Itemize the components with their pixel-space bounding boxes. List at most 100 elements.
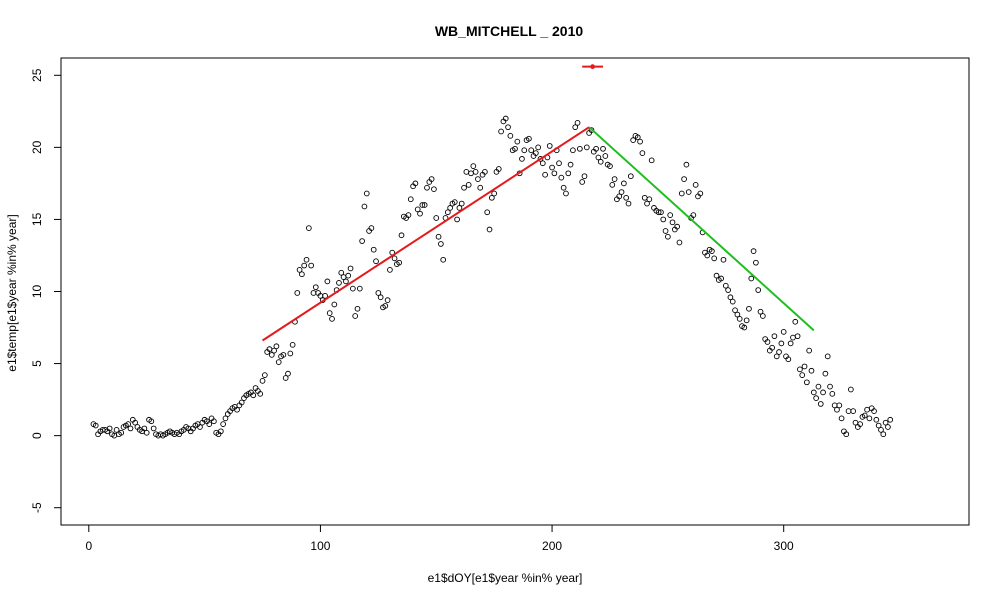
data-point xyxy=(498,128,504,135)
data-point xyxy=(776,349,782,355)
data-point xyxy=(127,425,134,432)
data-point xyxy=(736,316,743,322)
data-point xyxy=(519,156,525,162)
data-point xyxy=(755,287,762,293)
data-point xyxy=(259,378,266,384)
data-point xyxy=(667,212,674,218)
data-point xyxy=(532,150,539,156)
data-point xyxy=(801,363,808,370)
data-point xyxy=(711,255,718,262)
data-point xyxy=(546,143,553,149)
data-point xyxy=(301,262,308,269)
data-point xyxy=(866,415,873,422)
data-point xyxy=(431,186,437,193)
data-point xyxy=(732,307,738,314)
data-point xyxy=(792,318,799,325)
data-point xyxy=(329,316,335,322)
data-point xyxy=(486,226,493,233)
data-point xyxy=(630,137,636,144)
data-point xyxy=(273,343,280,350)
data-point xyxy=(692,181,699,188)
y-tick-label: 25 xyxy=(30,68,44,82)
x-axis-label: e1$dOY[e1$year %in% year] xyxy=(428,571,583,585)
data-point xyxy=(495,166,502,172)
data-points xyxy=(90,115,894,439)
data-point xyxy=(384,297,391,303)
data-point xyxy=(539,160,546,167)
data-point xyxy=(722,282,729,289)
data-point xyxy=(639,150,646,156)
data-point xyxy=(132,419,138,426)
data-point xyxy=(352,313,359,319)
y-tick-label: 5 xyxy=(30,360,44,367)
data-point xyxy=(771,333,778,340)
data-point xyxy=(359,238,365,244)
data-point xyxy=(875,422,882,429)
y-axis-label: e1$temp[e1$year %in% year] xyxy=(5,214,19,371)
data-point xyxy=(285,370,291,377)
data-point xyxy=(887,416,894,423)
data-point xyxy=(468,170,474,177)
data-point xyxy=(526,135,532,142)
data-point xyxy=(882,419,889,426)
data-point xyxy=(289,341,296,348)
data-point xyxy=(275,359,282,365)
data-point xyxy=(843,431,850,438)
data-point xyxy=(646,196,653,203)
data-point xyxy=(375,290,382,296)
data-point xyxy=(574,120,581,126)
data-point xyxy=(217,428,224,435)
data-point xyxy=(396,259,403,266)
fit-lines xyxy=(261,126,815,342)
data-point xyxy=(563,190,569,197)
data-point xyxy=(347,265,354,272)
data-point xyxy=(398,232,405,239)
data-point xyxy=(454,216,460,223)
data-point xyxy=(627,173,634,180)
data-point xyxy=(331,301,338,308)
data-point xyxy=(458,200,465,207)
fit-line-falling xyxy=(588,126,815,332)
data-point xyxy=(848,386,854,393)
data-point xyxy=(817,401,824,407)
y-tick-label: -5 xyxy=(30,502,44,513)
data-point xyxy=(141,425,148,432)
data-point xyxy=(305,225,312,231)
data-point xyxy=(287,350,294,357)
data-point xyxy=(797,366,803,373)
data-point xyxy=(785,356,792,363)
data-point xyxy=(743,317,750,324)
data-point xyxy=(491,190,498,197)
data-point xyxy=(804,379,810,386)
data-point xyxy=(857,421,863,427)
data-point xyxy=(463,169,470,175)
data-point xyxy=(618,189,625,195)
data-point xyxy=(665,233,671,240)
data-point xyxy=(387,267,393,273)
data-point xyxy=(113,427,120,433)
data-point xyxy=(871,408,877,414)
x-axis: 0 100 200 300 xyxy=(85,524,794,553)
data-point xyxy=(440,256,447,263)
data-point xyxy=(704,252,711,259)
data-point xyxy=(600,145,606,152)
data-point xyxy=(806,347,813,354)
data-point xyxy=(861,412,868,419)
data-point xyxy=(433,215,440,221)
data-point xyxy=(447,205,453,211)
data-point xyxy=(268,352,275,358)
data-point xyxy=(824,353,831,360)
data-point xyxy=(356,285,363,292)
data-point xyxy=(261,372,268,378)
data-point xyxy=(456,205,463,211)
data-point xyxy=(542,171,548,178)
data-point xyxy=(412,180,419,187)
data-point xyxy=(873,416,880,423)
data-point xyxy=(435,233,442,240)
data-point xyxy=(310,290,317,296)
data-point xyxy=(363,190,370,197)
data-point xyxy=(658,209,664,216)
data-point xyxy=(829,390,836,397)
data-point xyxy=(148,418,155,425)
data-point xyxy=(338,269,345,276)
